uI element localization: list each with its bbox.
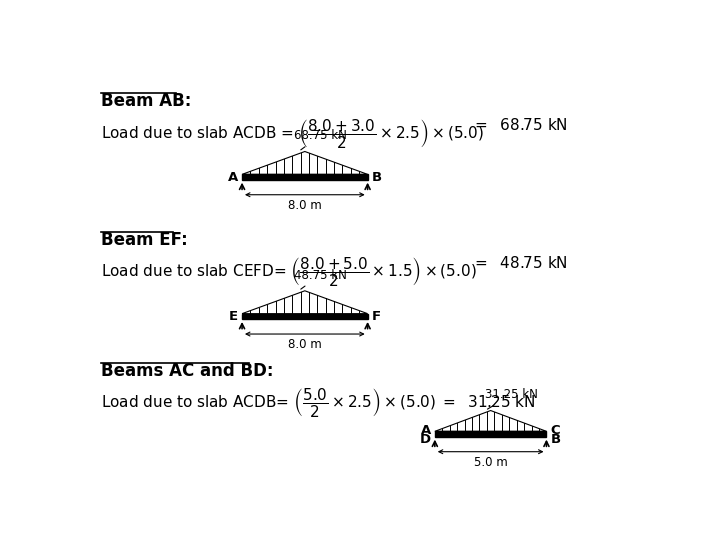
Text: 8.0 m: 8.0 m [288,338,322,351]
Bar [435,431,546,437]
Text: E: E [229,310,238,323]
Text: $=\;$ 48.75 kN: $=\;$ 48.75 kN [472,255,568,271]
Text: A: A [420,424,431,437]
Text: A: A [228,171,238,184]
Text: D: D [420,434,431,447]
Text: 48.75 kN: 48.75 kN [294,268,346,289]
Text: Load due to slab ACDB = $\left(\dfrac{8.0+3.0}{2}\times2.5\right)\times(5.0)$: Load due to slab ACDB = $\left(\dfrac{8.… [101,117,484,150]
Text: C: C [550,424,560,437]
Text: 8.0 m: 8.0 m [288,199,322,212]
Text: Beam AB:: Beam AB: [101,92,192,110]
Bar [242,174,368,180]
Text: Load due to slab ACDB= $\left(\dfrac{5.0}{2}\times2.5\right)\times(5.0)\;=\;$ 31: Load due to slab ACDB= $\left(\dfrac{5.0… [101,386,536,419]
Polygon shape [242,152,368,174]
Text: B: B [550,434,560,447]
Text: B: B [372,171,382,184]
Text: $=\;$ 68.75 kN: $=\;$ 68.75 kN [472,117,568,133]
Polygon shape [435,410,546,431]
Text: 31.25 kN: 31.25 kN [485,388,538,409]
Text: 5.0 m: 5.0 m [474,456,508,469]
Text: Beam EF:: Beam EF: [101,231,188,249]
Text: F: F [372,310,381,323]
Bar [242,314,368,319]
Text: Load due to slab CEFD= $\left(\dfrac{8.0+5.0}{2}\times1.5\right)\times(5.0)$: Load due to slab CEFD= $\left(\dfrac{8.0… [101,255,477,288]
Polygon shape [242,291,368,314]
Text: 68.75 kN: 68.75 kN [294,130,346,150]
Text: Beams AC and BD:: Beams AC and BD: [101,362,274,380]
